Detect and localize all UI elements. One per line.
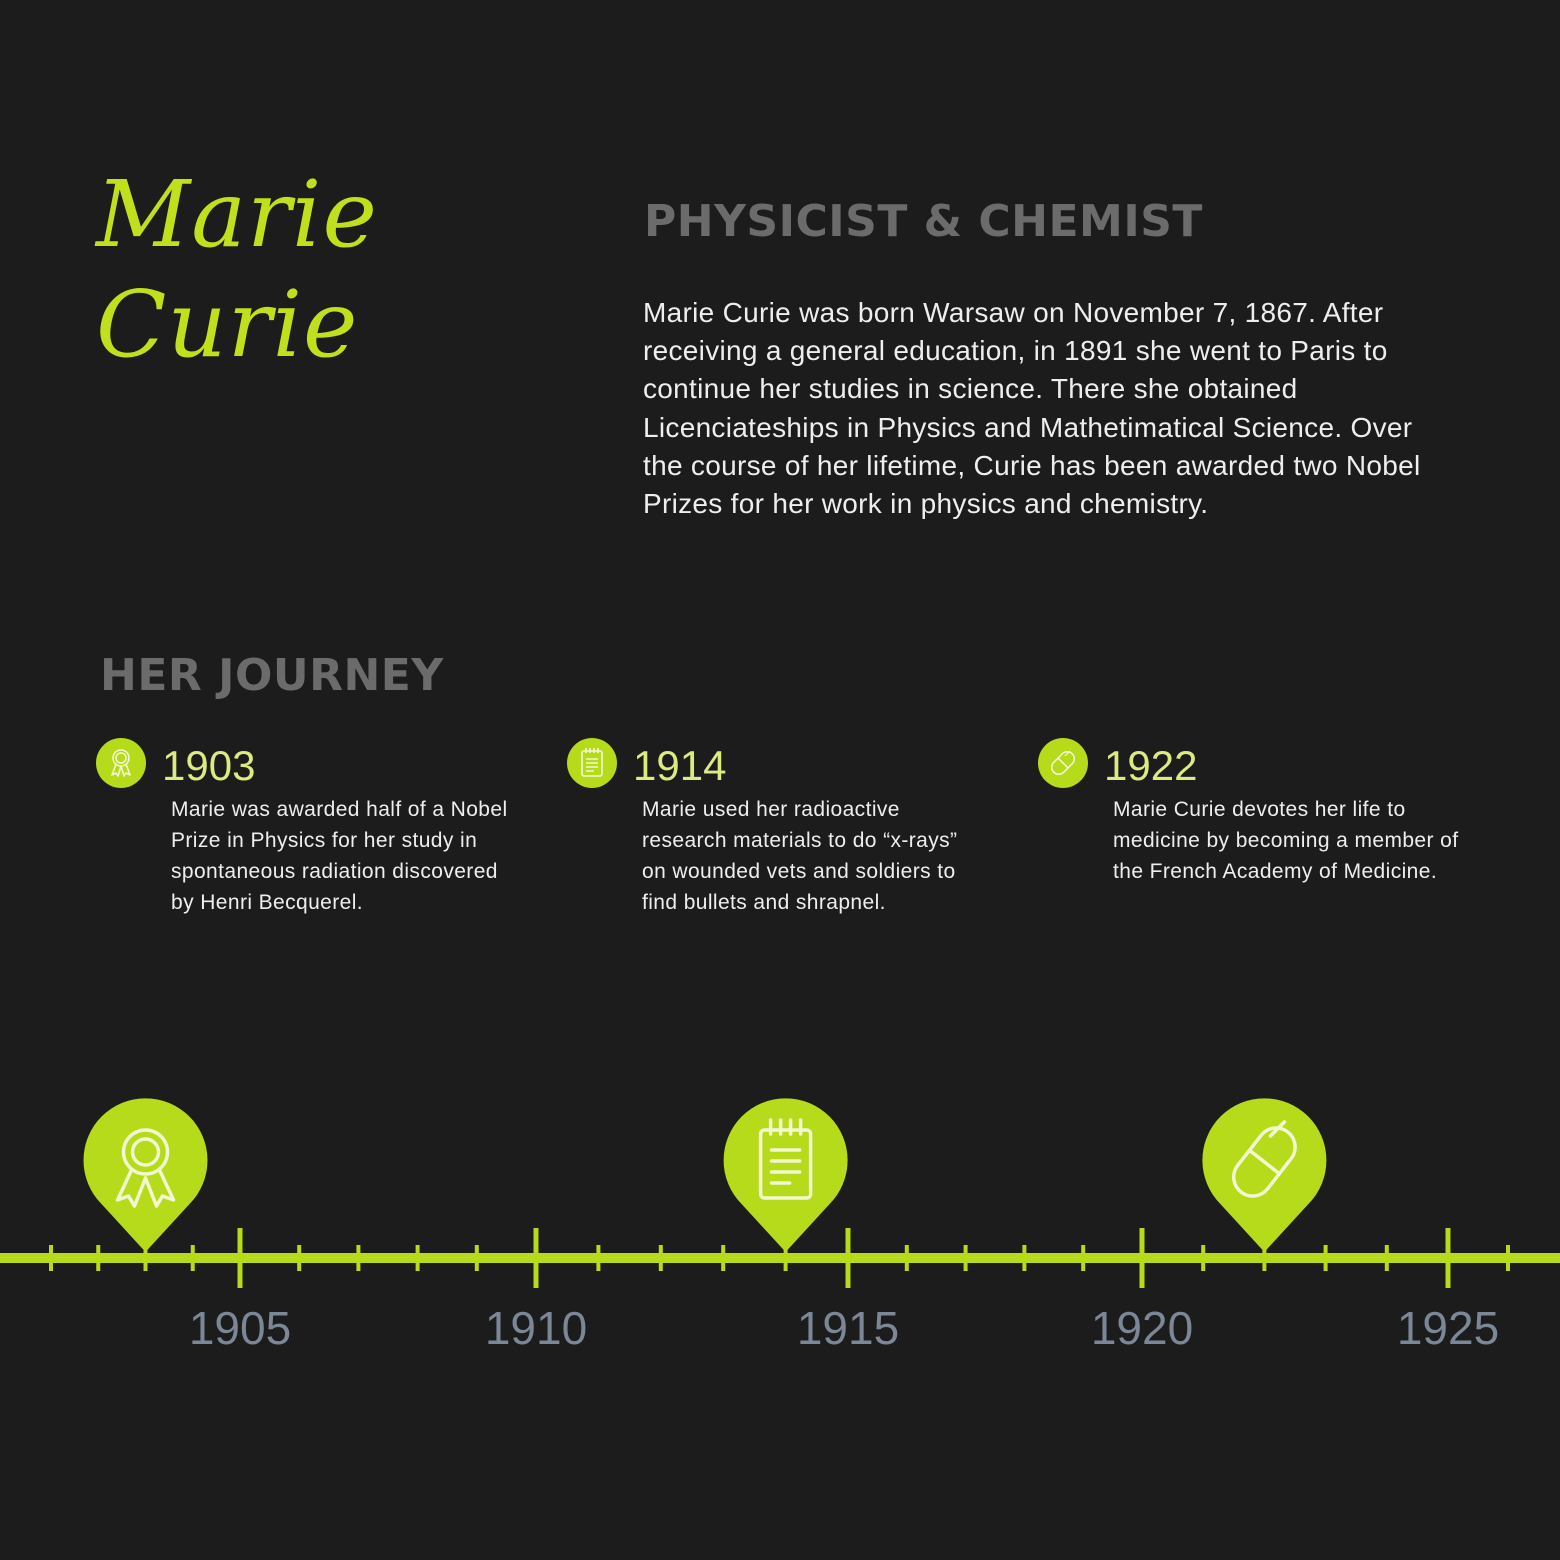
bio-paragraph: Marie Curie was born Warsaw on November …: [643, 297, 1421, 520]
timeline-marker-1903: [83, 1098, 208, 1252]
timeline-year-label: 1905: [189, 1302, 291, 1354]
timeline-year-label: 1920: [1091, 1302, 1193, 1354]
event-year: 1922: [1104, 742, 1198, 789]
notepad-icon: [567, 738, 617, 788]
pill-capsule-icon: [1231, 1120, 1297, 1198]
award-ribbon-icon: [96, 738, 146, 788]
person-name: Marie Curie: [96, 160, 378, 380]
name-line-1: Marie: [96, 161, 378, 268]
event-description: Marie was awarded half of a Nobel Prize …: [171, 798, 508, 914]
timeline: 1905 1910 1915 1920 1925: [0, 1098, 1560, 1354]
subtitle: PHYSICIST & CHEMIST: [644, 196, 1203, 247]
award-ribbon-icon: [115, 1128, 176, 1208]
timeline-marker-1914: [723, 1098, 848, 1252]
notepad-icon: [758, 1118, 813, 1200]
map-pin-marker: [723, 1098, 848, 1252]
name-line-2: Curie: [96, 271, 359, 378]
event-year: 1914: [633, 742, 727, 789]
timeline-year-label: 1925: [1397, 1302, 1499, 1354]
pill-capsule-icon: [1038, 738, 1088, 788]
timeline-axis-line: [0, 1253, 1560, 1263]
timeline-year-label: 1910: [485, 1302, 587, 1354]
timeline-marker-1922: [1202, 1098, 1327, 1252]
event-year: 1903: [162, 742, 256, 789]
event-description: Marie used her radioactive research mate…: [642, 798, 958, 914]
map-pin-marker: [1202, 1098, 1327, 1252]
timeline-year-label: 1915: [797, 1302, 899, 1354]
event-description: Marie Curie devotes her life to medicine…: [1113, 798, 1459, 883]
journey-title: HER JOURNEY: [100, 650, 444, 701]
